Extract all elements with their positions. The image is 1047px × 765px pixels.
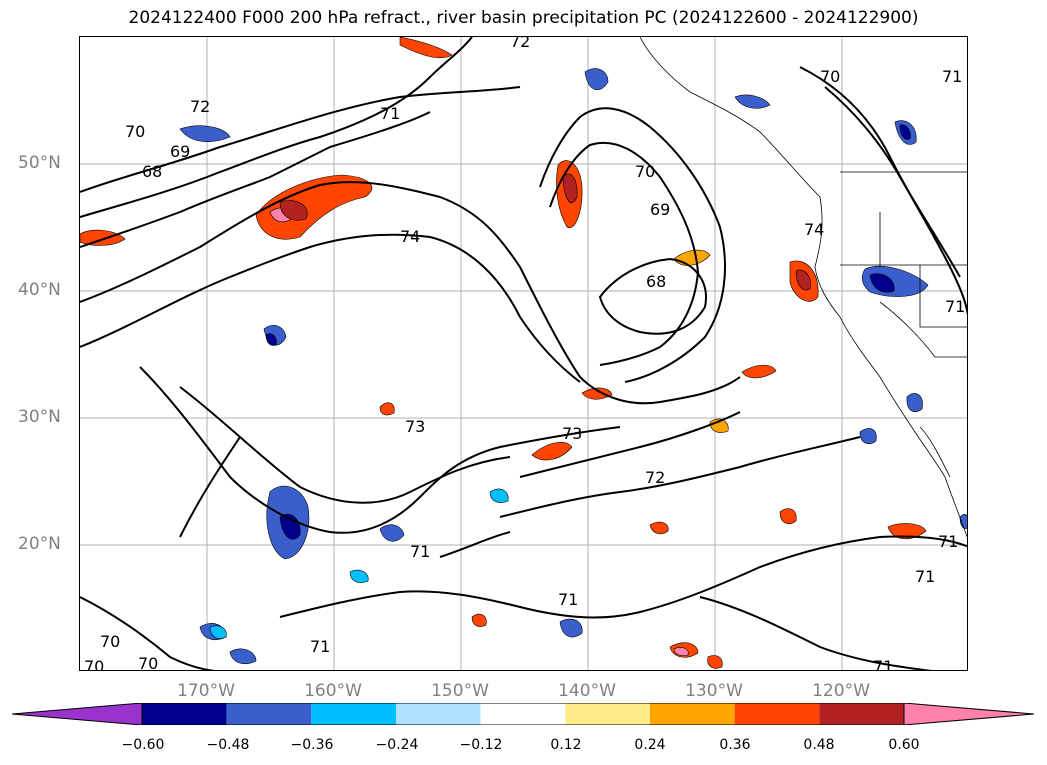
contour-label: 70 [138, 654, 158, 671]
lat-label: 50°N [18, 153, 61, 173]
contour-label: 74 [400, 227, 420, 246]
contour-label: 71 [558, 590, 578, 609]
colorbar-tick: 0.36 [719, 737, 751, 753]
lon-label: 130°W [685, 681, 743, 701]
colorbar-segment [904, 703, 1034, 725]
contour-label: 71 [915, 567, 935, 586]
colorbar-tick: 0.60 [888, 737, 920, 753]
lat-label: 20°N [18, 534, 61, 554]
colorbar [12, 703, 1034, 725]
colorbar-tick: 0.24 [634, 737, 666, 753]
contour-label: 72 [645, 468, 665, 487]
colorbar-tick: −0.48 [206, 737, 250, 753]
precip-shading [80, 37, 967, 669]
colorbar-segment [650, 703, 735, 725]
contour-label: 74 [804, 220, 824, 239]
contour-label: 73 [562, 424, 582, 443]
colorbar-tick: −0.36 [290, 737, 334, 753]
contour-label: 71 [942, 67, 962, 86]
contour-label: 71 [873, 657, 893, 671]
contour-label: 70 [125, 122, 145, 141]
colorbar-segment [565, 703, 650, 725]
colorbar-tick: 0.48 [803, 737, 835, 753]
refract-contours [80, 37, 967, 670]
lon-label: 150°W [431, 681, 489, 701]
contour-labels: 72 72 71 70 69 68 74 70 69 68 74 73 73 7… [84, 37, 965, 671]
contour-label: 68 [646, 272, 666, 291]
lat-label: 30°N [18, 407, 61, 427]
contour-label: 71 [410, 542, 430, 561]
graticule [80, 37, 967, 670]
contour-label: 73 [405, 417, 425, 436]
map-title: 2024122400 F000 200 hPa refract., river … [128, 8, 919, 28]
colorbar-segment [226, 703, 312, 725]
lon-label: 120°W [812, 681, 870, 701]
colorbar-segments [12, 703, 1034, 725]
contour-label: 70 [820, 67, 840, 86]
colorbar-segment [142, 703, 227, 725]
colorbar-tick: −0.24 [375, 737, 419, 753]
lon-label: 170°W [177, 681, 235, 701]
contour-label: 71 [310, 637, 330, 656]
contour-label: 72 [510, 37, 530, 51]
colorbar-segment [12, 703, 142, 725]
lat-label: 40°N [18, 280, 61, 300]
lon-label: 160°W [304, 681, 362, 701]
colorbar-tick: 0.12 [550, 737, 582, 753]
contour-label: 69 [170, 142, 190, 161]
contour-label: 72 [190, 97, 210, 116]
colorbar-segment [311, 703, 396, 725]
colorbar-tick: −0.60 [121, 737, 165, 753]
map-frame: 72 72 71 70 69 68 74 70 69 68 74 73 73 7… [79, 36, 968, 671]
contour-label: 70 [100, 632, 120, 651]
lon-label: 140°W [558, 681, 616, 701]
contour-label: 71 [380, 104, 400, 123]
colorbar-segment [480, 703, 566, 725]
contour-label: 70 [635, 162, 655, 181]
colorbar-segment [819, 703, 904, 725]
contour-label: 68 [142, 162, 162, 181]
contour-label: 69 [650, 200, 670, 219]
contour-label: 71 [938, 532, 958, 551]
colorbar-segment [396, 703, 481, 725]
contour-label: 71 [945, 297, 965, 316]
map-canvas: 72 72 71 70 69 68 74 70 69 68 74 73 73 7… [80, 37, 967, 671]
colorbar-tick: −0.12 [459, 737, 503, 753]
contour-label: 70 [84, 657, 104, 671]
coastlines [639, 37, 967, 538]
colorbar-segment [734, 703, 820, 725]
